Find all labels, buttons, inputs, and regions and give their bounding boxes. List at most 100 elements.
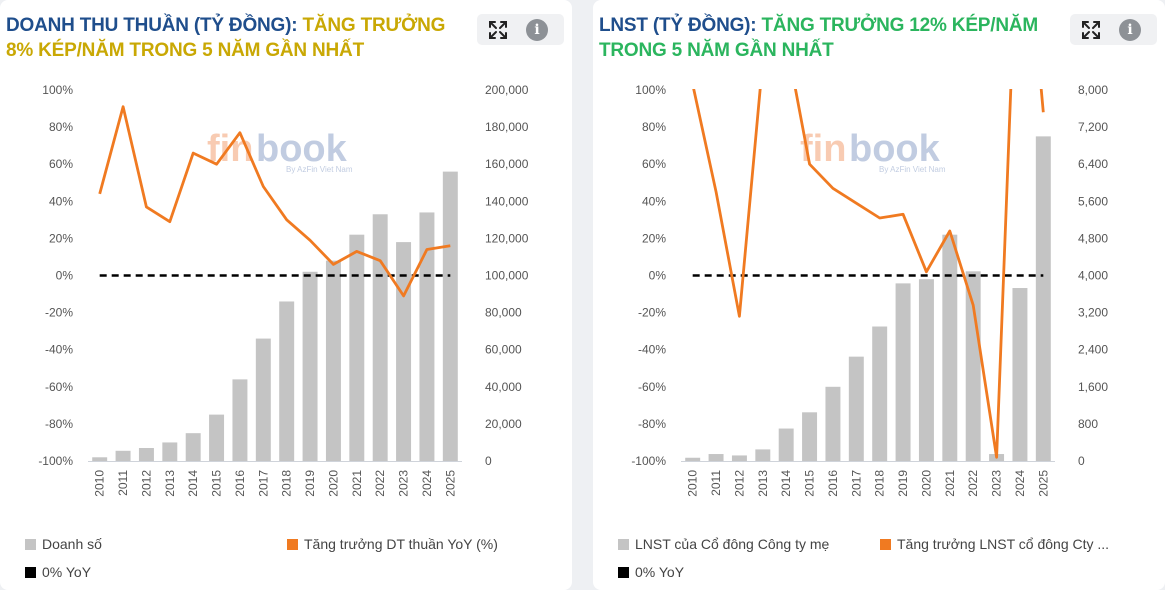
title-separator: : <box>750 15 757 36</box>
watermark-tagline: By AzFin Viet Nam <box>286 165 353 174</box>
y-left-tick-label: 100% <box>635 83 666 97</box>
legend-zero-label: 0% YoY <box>635 564 685 580</box>
bar <box>372 214 388 461</box>
y-right-tick-label: 80,000 <box>485 306 522 320</box>
x-tick-label: 2013 <box>163 470 177 497</box>
legend-zero[interactable]: 0% YoY <box>25 564 91 580</box>
legend-line[interactable]: Tăng trưởng DT thuần YoY (%) <box>287 536 498 552</box>
legend-bar[interactable]: LNST của Cổ đông Công ty mẹ <box>618 536 829 552</box>
info-icon[interactable]: i <box>1119 19 1141 41</box>
bar <box>325 260 341 461</box>
legend-zero-swatch <box>25 567 36 578</box>
bar <box>1035 136 1051 461</box>
y-left-tick-label: 0% <box>56 269 74 283</box>
x-tick-label: 2014 <box>779 470 793 497</box>
y-right-tick-label: 180,000 <box>485 120 529 134</box>
x-tick-label: 2019 <box>896 470 910 497</box>
title-main: LNST (TỶ ĐỒNG) <box>599 15 751 36</box>
y-left-tick-label: -60% <box>638 380 666 394</box>
y-right-tick-label: 40,000 <box>485 380 522 394</box>
legend-line[interactable]: Tăng trưởng LNST cổ đông Cty ... <box>880 536 1109 552</box>
y-right-tick-label: 160,000 <box>485 157 529 171</box>
bar <box>185 433 201 461</box>
y-left-tick-label: -80% <box>638 417 666 431</box>
y-right-tick-label: 0 <box>485 454 492 468</box>
y-right-tick-label: 2,400 <box>1078 343 1108 357</box>
bar <box>872 326 888 461</box>
x-tick-label: 2012 <box>732 470 746 497</box>
bar <box>302 271 318 461</box>
bar <box>138 448 154 461</box>
y-left-tick-label: 0% <box>649 269 667 283</box>
x-tick-label: 2015 <box>803 470 817 497</box>
y-left-tick-label: -60% <box>45 380 73 394</box>
bar <box>396 242 412 461</box>
bar <box>232 379 248 461</box>
bar <box>92 457 108 461</box>
x-tick-label: 2017 <box>849 470 863 497</box>
revenue-chart-panel: DOANH THU THUẦN (TỶ ĐỒNG): TĂNG TRƯỞNG 8… <box>0 0 572 590</box>
y-left-tick-label: -100% <box>38 454 73 468</box>
bar <box>279 301 295 461</box>
bar <box>965 271 981 461</box>
bar <box>1012 288 1028 461</box>
y-right-tick-label: 3,200 <box>1078 306 1108 320</box>
y-right-tick-label: 4,800 <box>1078 231 1108 245</box>
y-right-tick-label: 4,000 <box>1078 269 1108 283</box>
y-right-tick-label: 140,000 <box>485 194 529 208</box>
y-right-tick-label: 120,000 <box>485 231 529 245</box>
expand-icon[interactable] <box>487 19 509 41</box>
info-icon[interactable]: i <box>526 19 548 41</box>
y-right-tick-label: 5,600 <box>1078 194 1108 208</box>
y-right-tick-label: 7,200 <box>1078 120 1108 134</box>
x-tick-label: 2011 <box>709 470 723 496</box>
legend-line-label: Tăng trưởng DT thuần YoY (%) <box>304 536 498 552</box>
watermark-book: book <box>849 128 941 170</box>
chart-title: LNST (TỶ ĐỒNG): TĂNG TRƯỞNG 12% KÉP/NĂM … <box>599 13 1069 63</box>
y-right-tick-label: 20,000 <box>485 417 522 431</box>
legend-bar[interactable]: Doanh số <box>25 536 102 552</box>
bar <box>442 171 458 461</box>
x-tick-label: 2018 <box>280 470 294 497</box>
x-tick-label: 2022 <box>373 470 387 497</box>
x-tick-label: 2019 <box>303 470 317 497</box>
bar <box>848 356 864 461</box>
x-tick-label: 2022 <box>966 470 980 497</box>
x-tick-label: 2017 <box>256 470 270 497</box>
y-left-tick-label: 100% <box>42 83 73 97</box>
legend-zero[interactable]: 0% YoY <box>618 564 684 580</box>
legend-zero-swatch <box>618 567 629 578</box>
chart-title: DOANH THU THUẦN (TỶ ĐỒNG): TĂNG TRƯỞNG 8… <box>6 13 476 63</box>
y-right-tick-label: 100,000 <box>485 269 529 283</box>
bar <box>895 283 911 461</box>
x-tick-label: 2020 <box>326 470 340 497</box>
bar <box>162 442 178 461</box>
x-tick-label: 2020 <box>919 470 933 497</box>
x-tick-label: 2011 <box>116 470 130 496</box>
x-tick-label: 2021 <box>943 470 957 497</box>
bar <box>685 457 701 461</box>
watermark-book: book <box>256 128 348 170</box>
title-main: DOANH THU THUẦN (TỶ ĐỒNG) <box>6 15 292 36</box>
y-left-tick-label: -40% <box>45 343 73 357</box>
x-tick-label: 2016 <box>826 470 840 497</box>
legend-line-swatch <box>287 539 298 550</box>
y-left-tick-label: -40% <box>638 343 666 357</box>
expand-icon[interactable] <box>1080 19 1102 41</box>
legend-bar-swatch <box>618 539 629 550</box>
y-left-tick-label: 40% <box>642 194 666 208</box>
y-left-tick-label: -80% <box>45 417 73 431</box>
chart-toolbar: i <box>1070 14 1157 45</box>
bar <box>942 234 958 461</box>
y-right-tick-label: 1,600 <box>1078 380 1108 394</box>
growth-line <box>692 89 1045 459</box>
y-left-tick-label: 80% <box>642 120 666 134</box>
title-highlight: TĂNG TRƯỞNG 12% KÉP/NĂM TRONG 5 NĂM GẦN … <box>599 15 1039 61</box>
title-highlight: TĂNG TRƯỞNG 8% KÉP/NĂM TRONG 5 NĂM GẦN N… <box>6 15 446 61</box>
y-left-tick-label: -20% <box>45 306 73 320</box>
bar <box>115 450 131 461</box>
legend-line-swatch <box>880 539 891 550</box>
y-right-tick-label: 0 <box>1078 454 1085 468</box>
bar <box>349 234 365 461</box>
